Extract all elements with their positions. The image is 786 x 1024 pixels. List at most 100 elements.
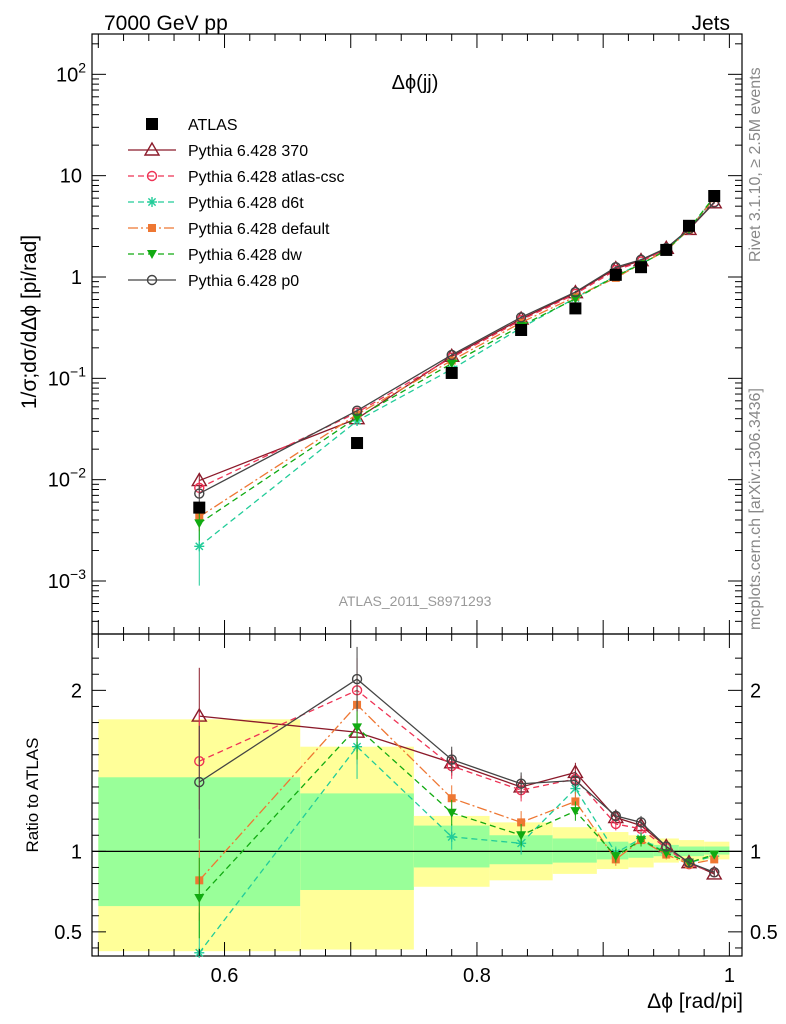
- legend-label-p0: Pythia 6.428 p0: [188, 273, 299, 290]
- ratio-point-dw: [570, 807, 581, 817]
- point-data: [708, 189, 721, 202]
- ratio-band-inner: [628, 843, 654, 858]
- point-p0: [194, 488, 205, 499]
- point-p0: [515, 312, 527, 323]
- legend-label-atlascsc: Pythia 6.428 atlas-csc: [188, 169, 345, 186]
- ratio-line-dw: [198, 726, 715, 899]
- point-dw: [194, 519, 205, 529]
- ratio-point-p370: [706, 865, 723, 880]
- x-tick-label: 0.6: [211, 965, 239, 987]
- x-axis-title: Δϕ [rad/pi]: [647, 990, 743, 1013]
- ratio-point-p0: [194, 776, 205, 788]
- header-right: Jets: [691, 12, 730, 35]
- ratio-point-p0: [661, 841, 672, 852]
- ratio-line-default: [198, 703, 715, 881]
- series-line-dw: [198, 196, 715, 524]
- legend-marker-default: [148, 224, 156, 232]
- ratio-point-dw: [610, 852, 621, 862]
- series-line-p370: [199, 202, 715, 482]
- ratio-y-tick-label: 0.5: [54, 922, 82, 944]
- point-dw: [352, 413, 363, 423]
- mcplots-label: mcplots.cern.ch [arXiv:1306.3436]: [747, 388, 764, 630]
- star-arm: [147, 197, 157, 207]
- ratio-y-tick-label-right: 1: [750, 841, 761, 863]
- legend-marker-dw: [147, 250, 157, 259]
- ratio-point-dw: [446, 808, 457, 818]
- ratio-line-atlascsc: [199, 689, 715, 873]
- ratio-point-p0: [515, 778, 527, 789]
- ratio-point-p0: [635, 817, 647, 828]
- point-p0: [446, 349, 457, 361]
- y-tick-label: 1: [71, 267, 82, 289]
- ratio-y-tick-label-right: 0.5: [750, 922, 778, 944]
- y-tick-label: 10: [60, 166, 82, 188]
- star-arm: [195, 542, 204, 551]
- x-tick-label: 1: [724, 965, 735, 987]
- legend-label-p370: Pythia 6.428 370: [188, 143, 308, 160]
- point-data: [569, 302, 582, 315]
- point-p0: [351, 405, 363, 416]
- legend-marker-d6t: [147, 197, 157, 207]
- y-tick-label: 102: [56, 59, 86, 86]
- y-tick-label: 10−3: [48, 566, 86, 593]
- legend-label-d6t: Pythia 6.428 d6t: [188, 195, 304, 212]
- legend-label-data: ATLAS: [188, 117, 238, 134]
- y-tick-label: 10−2: [48, 465, 86, 492]
- point-data: [351, 437, 364, 450]
- legend-label-dw: Pythia 6.428 dw: [188, 247, 302, 264]
- point-data: [515, 323, 528, 336]
- star-arm: [447, 832, 456, 841]
- y-tick-label: 10−1: [48, 363, 86, 390]
- ratio-point-default: [447, 794, 456, 803]
- point-data: [635, 261, 648, 274]
- point-dw: [570, 294, 581, 304]
- header-left: 7000 GeV pp: [104, 12, 228, 35]
- legend-marker-p370: [143, 141, 161, 156]
- ratio-line-p0: [198, 678, 715, 873]
- ratio-y-axis-title: Ratio to ATLAS: [23, 738, 42, 853]
- legend-marker-p0: [146, 274, 158, 286]
- legend-label-default: Pythia 6.428 default: [188, 221, 330, 238]
- ratio-y-tick-label: 2: [71, 680, 82, 702]
- ratio-point-dw: [661, 848, 672, 858]
- series-line-atlascsc: [199, 201, 715, 489]
- ratio-band-inner: [300, 793, 414, 890]
- point-data: [660, 243, 673, 256]
- ratio-band-inner: [704, 846, 730, 855]
- rivet-label: Rivet 3.1.10, ≥ 2.5M events: [747, 67, 764, 262]
- plot-title: Δϕ(jj): [392, 72, 439, 94]
- main-plot-panel: Δϕ(jj) 1/σ;dσ/dΔϕ [pi/rad] ATLAS_2011_S8…: [18, 33, 743, 635]
- y-axis-title: 1/σ;dσ/dΔϕ [pi/rad]: [18, 235, 41, 409]
- ratio-plot-panel: Ratio to ATLAS Δϕ [rad/pi] 0.6 0.8 1 0.5 0.5…: [23, 633, 778, 1013]
- legend: ATLAS Pythia 6.428 370 Pythia 6.428 atlas-…: [128, 117, 345, 290]
- ratio-point-p0: [351, 673, 363, 685]
- ratio-point-p0: [709, 867, 720, 878]
- series-line-p0: [198, 201, 715, 495]
- ratio-point-p0: [446, 754, 457, 765]
- legend-marker-atlascsc: [146, 170, 158, 182]
- point-data: [609, 268, 622, 281]
- ratio-frame: [91, 633, 743, 957]
- ratio-point-dw: [709, 850, 720, 860]
- point-d6t: [194, 541, 205, 552]
- ratio-band-inner: [552, 838, 597, 863]
- series-line-default: [198, 197, 715, 518]
- ratio-y-tick-label-right: 2: [750, 680, 761, 702]
- ratio-point-dw: [194, 894, 205, 904]
- x-tick-label: 0.8: [463, 965, 491, 987]
- point-dw: [446, 359, 457, 369]
- ratio-point-dw: [352, 723, 363, 733]
- ratio-point-p0: [683, 857, 695, 868]
- ratio-point-dw: [516, 831, 527, 841]
- ratio-point-p0: [570, 775, 581, 786]
- point-data: [193, 501, 206, 514]
- point-data: [682, 219, 695, 232]
- ratio-point-dw: [636, 836, 647, 846]
- ratio-point-d6t: [446, 831, 457, 842]
- watermark: ATLAS_2011_S8971293: [339, 593, 492, 609]
- ratio-y-tick-label: 1: [71, 841, 82, 863]
- point-data: [445, 366, 458, 379]
- point-p0: [570, 286, 581, 298]
- ratio-point-default: [517, 818, 526, 827]
